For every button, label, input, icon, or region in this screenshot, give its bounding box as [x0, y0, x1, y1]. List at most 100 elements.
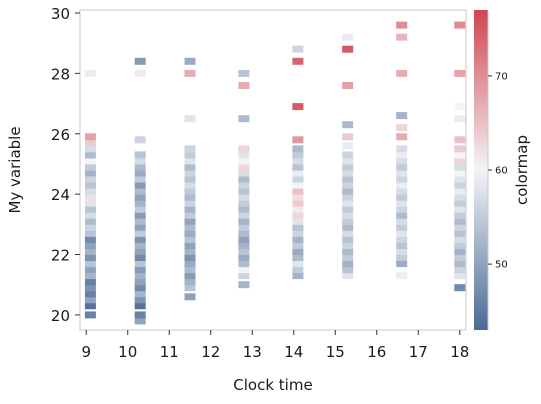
colorbar-label: colormap: [513, 135, 531, 205]
heatmap-cell: [134, 199, 146, 207]
heatmap-cell: [134, 229, 146, 237]
colorbar: [474, 10, 488, 330]
heatmap-cell: [84, 272, 96, 280]
heatmap-cell: [184, 115, 196, 123]
heatmap-cell: [238, 281, 250, 289]
heatmap-cell: [454, 272, 466, 280]
x-tick-label: 18: [450, 343, 469, 361]
heatmap-cell: [84, 278, 96, 286]
x-tick-label: 9: [81, 343, 91, 361]
heatmap-cell: [134, 187, 146, 195]
heatmap-cell: [342, 266, 354, 274]
heatmap-cell: [184, 205, 196, 213]
heatmap-cell: [134, 163, 146, 171]
x-tick-label: 16: [367, 343, 386, 361]
heatmap-cell: [396, 21, 408, 29]
heatmap-cell: [454, 193, 466, 201]
heatmap-cell: [454, 69, 466, 77]
heatmap-cell: [184, 242, 196, 249]
heatmap-cell: [238, 229, 250, 237]
heatmap-cell: [84, 235, 96, 243]
heatmap-cell: [342, 163, 354, 171]
heatmap-cell: [342, 235, 354, 243]
heatmap-cell: [134, 278, 146, 286]
heatmap-cell: [184, 57, 196, 65]
heatmap-cell: [292, 193, 304, 201]
heatmap-cell: [84, 69, 96, 77]
y-tick-label: 30: [51, 5, 70, 23]
heatmap-cell: [84, 296, 96, 304]
heatmap-cell: [342, 217, 354, 225]
heatmap-cell: [454, 229, 466, 237]
heatmap-cell: [134, 175, 146, 183]
heatmap-cell: [292, 272, 304, 280]
heatmap-cell: [396, 260, 408, 268]
heatmap-cell: [238, 211, 250, 219]
heatmap-cell: [184, 187, 196, 195]
y-tick-label: 26: [51, 126, 70, 144]
heatmap-cell: [134, 248, 146, 255]
heatmap-cell: [84, 254, 96, 261]
heatmap-cell: [454, 151, 466, 159]
heatmap-cell: [292, 223, 304, 231]
heatmap-cell: [292, 169, 304, 177]
heatmap-cell: [84, 199, 96, 207]
heatmap-cell: [396, 163, 408, 171]
heatmap-cell: [396, 145, 408, 153]
heatmap-cell: [292, 181, 304, 189]
heatmap-cell: [184, 193, 196, 201]
colorbar-tick-label: 50: [495, 260, 508, 271]
heatmap-cell: [292, 103, 304, 111]
y-axis-label: My variable: [6, 126, 24, 213]
heatmap-cell: [238, 69, 250, 77]
heatmap-cell: [184, 223, 196, 231]
heatmap-cell: [396, 133, 408, 141]
heatmap-cell: [238, 181, 250, 189]
heatmap-cell: [454, 181, 466, 189]
heatmap-cell: [454, 199, 466, 207]
heatmap-cell: [134, 254, 146, 261]
heatmap-cell: [454, 284, 466, 292]
heatmap-cell: [342, 157, 354, 165]
heatmap-cell: [342, 82, 354, 89]
x-tick-label: 17: [409, 343, 428, 361]
heatmap-cell: [84, 248, 96, 255]
heatmap-cell: [184, 181, 196, 189]
heatmap-cell: [134, 260, 146, 268]
heatmap-cell: [238, 82, 250, 89]
heatmap-cell: [396, 254, 408, 261]
heatmap-cell: [134, 157, 146, 165]
heatmap-cell: [184, 175, 196, 183]
heatmap-cell: [134, 302, 146, 310]
heatmap-cell: [454, 145, 466, 153]
heatmap-cell: [454, 115, 466, 123]
heatmap-cell: [238, 260, 250, 268]
heatmap-cell: [454, 205, 466, 213]
heatmap-cell: [238, 205, 250, 213]
heatmap-cell: [396, 235, 408, 243]
heatmap-cell: [134, 290, 146, 298]
heatmap-cell: [184, 235, 196, 243]
heatmap-cell: [84, 311, 96, 319]
heatmap-cell: [184, 248, 196, 255]
x-tick-label: 10: [118, 343, 137, 361]
heatmap-cell: [454, 235, 466, 243]
heatmap-cell: [84, 133, 96, 141]
heatmap-cell: [184, 69, 196, 77]
colorbar-axis: 50 60 70: [487, 10, 508, 330]
x-tick-label: 15: [326, 343, 345, 361]
heatmap-cell: [184, 217, 196, 225]
heatmap-cell: [292, 260, 304, 268]
heatmap-cell: [238, 266, 250, 274]
heatmap-cell: [134, 311, 146, 319]
heatmap-cell: [454, 211, 466, 219]
heatmap-cell: [396, 181, 408, 189]
heatmap-cell: [292, 235, 304, 243]
heatmap-cell: [454, 169, 466, 177]
heatmap-cell: [454, 254, 466, 261]
heatmap-cell: [396, 169, 408, 177]
heatmap-cell: [342, 199, 354, 207]
heatmap-cell: [342, 142, 354, 150]
heatmap-cell: [396, 272, 408, 280]
x-tick-label: 13: [243, 343, 262, 361]
